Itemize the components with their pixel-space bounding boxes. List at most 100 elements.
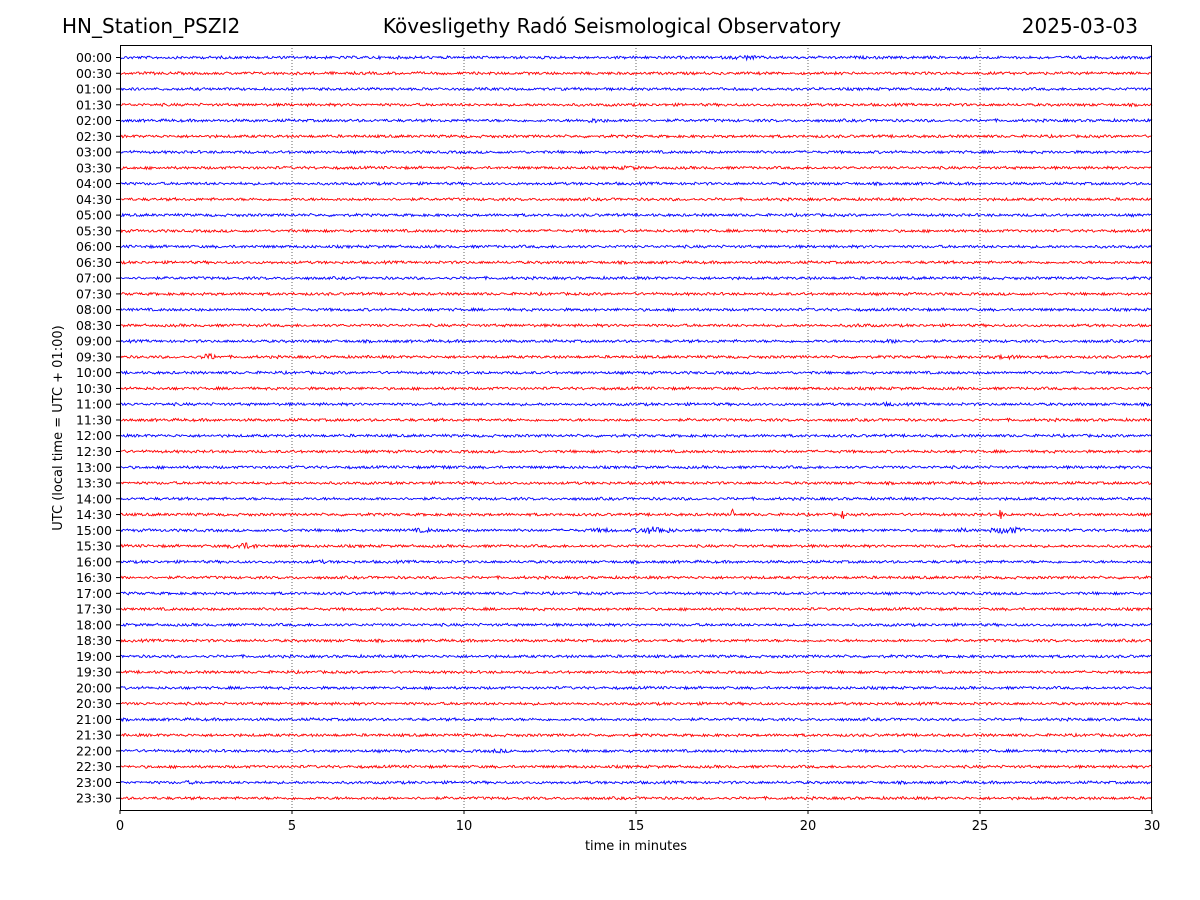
row-label-21:00: 21:00	[76, 712, 112, 727]
trace-06:30	[119, 259, 1153, 266]
row-label-04:30: 04:30	[76, 192, 112, 207]
row-label-02:00: 02:00	[76, 113, 112, 128]
trace-08:00	[119, 306, 1153, 313]
row-label-12:00: 12:00	[76, 428, 112, 443]
row-label-17:00: 17:00	[76, 586, 112, 601]
y-axis: 00:0000:3001:0001:3002:0002:3003:0003:30…	[76, 50, 120, 806]
row-label-10:00: 10:00	[76, 365, 112, 380]
trace-03:00	[119, 149, 1153, 155]
row-label-12:30: 12:30	[76, 444, 112, 459]
row-label-22:00: 22:00	[76, 743, 112, 758]
row-label-00:00: 00:00	[76, 50, 112, 65]
row-label-16:00: 16:00	[76, 554, 112, 569]
trace-20:30	[119, 700, 1153, 707]
trace-05:00	[119, 212, 1153, 218]
trace-17:00	[119, 590, 1153, 597]
row-label-18:30: 18:30	[76, 633, 112, 648]
trace-07:30	[119, 291, 1153, 297]
trace-16:00	[119, 558, 1153, 565]
trace-20:00	[119, 685, 1153, 691]
row-label-07:30: 07:30	[76, 286, 112, 301]
trace-10:00	[119, 369, 1153, 376]
trace-06:00	[119, 243, 1153, 250]
row-label-20:00: 20:00	[76, 680, 112, 695]
row-label-17:30: 17:30	[76, 602, 112, 617]
trace-17:30	[119, 606, 1153, 612]
x-tick-label-15: 15	[628, 819, 645, 834]
grid-lines	[291, 45, 981, 810]
row-label-09:30: 09:30	[76, 349, 112, 364]
trace-01:30	[119, 102, 1153, 108]
row-label-01:30: 01:30	[76, 97, 112, 112]
trace-08:30	[119, 322, 1153, 329]
trace-04:30	[119, 196, 1153, 202]
trace-02:30	[119, 133, 1153, 139]
trace-15:00	[119, 525, 1153, 535]
x-tick-label-0: 0	[116, 819, 124, 834]
trace-12:30	[119, 448, 1153, 455]
x-axis: 0 5 10 15 20 25 30	[116, 810, 1160, 834]
row-label-04:00: 04:00	[76, 176, 112, 191]
row-label-09:00: 09:00	[76, 334, 112, 349]
trace-00:30	[119, 70, 1153, 76]
trace-22:00	[119, 748, 1153, 754]
trace-11:00	[119, 400, 1153, 408]
row-label-19:30: 19:30	[76, 665, 112, 680]
station-name: HN_Station_PSZI2	[62, 14, 241, 38]
row-label-11:00: 11:00	[76, 397, 112, 412]
row-label-20:30: 20:30	[76, 696, 112, 711]
trace-10:30	[119, 385, 1153, 392]
plot-frame	[120, 45, 1152, 811]
trace-12:00	[119, 432, 1153, 439]
x-tick-label-20: 20	[800, 819, 817, 834]
trace-14:30	[119, 508, 1153, 520]
row-label-02:30: 02:30	[76, 129, 112, 144]
trace-07:00	[119, 275, 1153, 281]
row-label-22:30: 22:30	[76, 759, 112, 774]
trace-00:00	[119, 54, 1153, 62]
chart-date: 2025-03-03	[1021, 14, 1138, 38]
row-label-10:30: 10:30	[76, 381, 112, 396]
x-axis-label: time in minutes	[585, 839, 687, 854]
trace-01:00	[119, 86, 1153, 92]
trace-05:30	[119, 228, 1153, 234]
chart-title: Kövesligethy Radó Seismological Observat…	[382, 14, 842, 38]
row-label-14:00: 14:00	[76, 491, 112, 506]
row-label-06:30: 06:30	[76, 255, 112, 270]
row-label-21:30: 21:30	[76, 728, 112, 743]
trace-13:30	[119, 480, 1153, 486]
row-label-18:00: 18:00	[76, 617, 112, 632]
y-axis-label: UTC (local time = UTC + 01:00)	[51, 325, 66, 530]
trace-04:00	[119, 180, 1153, 187]
row-label-08:00: 08:00	[76, 302, 112, 317]
x-tick-label-10: 10	[456, 819, 473, 834]
row-label-07:00: 07:00	[76, 271, 112, 286]
row-label-23:30: 23:30	[76, 791, 112, 806]
row-label-15:30: 15:30	[76, 539, 112, 554]
trace-14:00	[119, 495, 1153, 502]
row-label-14:30: 14:30	[76, 507, 112, 522]
row-label-11:30: 11:30	[76, 412, 112, 427]
trace-16:30	[119, 574, 1153, 581]
row-label-15:00: 15:00	[76, 523, 112, 538]
x-tick-label-30: 30	[1144, 819, 1161, 834]
row-label-05:30: 05:30	[76, 223, 112, 238]
trace-09:30	[119, 352, 1153, 361]
trace-23:00	[119, 779, 1153, 786]
row-label-03:00: 03:00	[76, 145, 112, 160]
x-tick-label-5: 5	[288, 819, 296, 834]
trace-23:30	[119, 795, 1153, 801]
trace-21:00	[119, 716, 1153, 723]
trace-13:00	[119, 464, 1153, 471]
trace-11:30	[119, 417, 1153, 423]
trace-19:00	[119, 653, 1153, 660]
trace-18:30	[119, 637, 1153, 644]
trace-09:00	[119, 338, 1153, 345]
row-label-16:30: 16:30	[76, 570, 112, 585]
trace-22:30	[119, 764, 1153, 770]
trace-03:30	[119, 165, 1153, 171]
row-label-13:00: 13:00	[76, 460, 112, 475]
row-label-01:00: 01:00	[76, 82, 112, 97]
trace-02:00	[119, 117, 1153, 124]
